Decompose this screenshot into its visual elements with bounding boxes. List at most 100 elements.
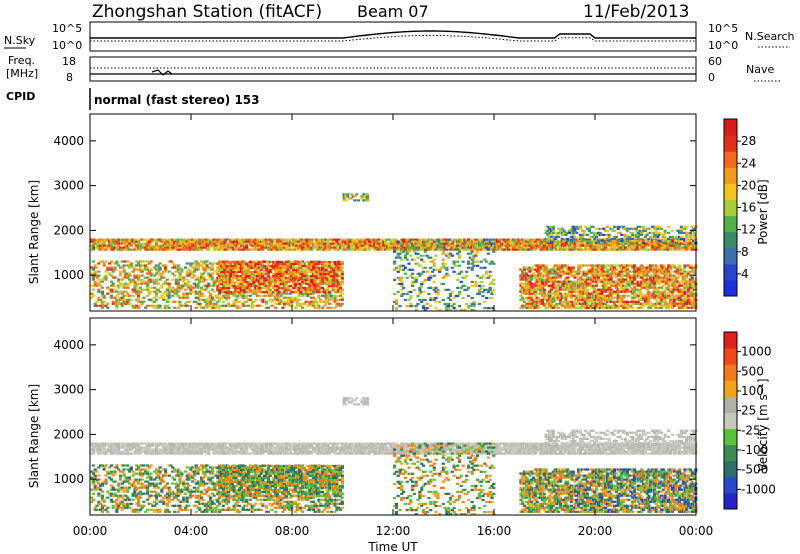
power-cell [283, 292, 287, 295]
power-cell [194, 242, 198, 245]
power-cell [591, 300, 595, 303]
power-cell [593, 240, 597, 243]
power-cell [102, 262, 106, 265]
power-cell [485, 244, 489, 247]
power-cell [270, 279, 274, 282]
power-cell [609, 300, 613, 303]
power-cell [185, 296, 189, 299]
power-cell [524, 278, 528, 281]
power-cell [248, 264, 252, 268]
power-cell [519, 238, 523, 241]
power-cell [573, 248, 577, 251]
power-cell [679, 242, 683, 245]
power-cell [337, 262, 341, 266]
power-cell [261, 248, 265, 251]
power-cell [661, 278, 665, 281]
power-cell [587, 246, 591, 249]
power-cell [302, 270, 306, 274]
power-cell [140, 270, 144, 273]
power-cell [257, 289, 261, 292]
power-cell [551, 304, 555, 307]
power-cell [595, 290, 599, 293]
power-cell [414, 248, 418, 251]
power-cell [246, 285, 251, 288]
power-cell [144, 306, 148, 309]
power-cell [127, 266, 132, 269]
power-cell [593, 288, 597, 291]
power-cell [237, 285, 242, 288]
power-cell [133, 280, 137, 283]
power-cell [290, 302, 294, 305]
power-cell [409, 248, 413, 251]
power-cell [277, 262, 281, 266]
power-cell [560, 242, 564, 245]
power-cell [131, 294, 135, 297]
power-cell [322, 264, 326, 268]
power-cell [319, 275, 323, 278]
power-cell [187, 240, 191, 243]
power-cell [393, 240, 397, 243]
power-cell [649, 306, 653, 309]
power-cell [659, 290, 664, 293]
power-cell [311, 266, 315, 270]
power-cell [286, 262, 290, 266]
power-cell [425, 244, 429, 247]
power-cell [227, 302, 231, 305]
power-cell [239, 240, 243, 243]
power-cell [580, 292, 584, 295]
noise-right-tick-top: 10^5 [708, 22, 738, 35]
power-cell [264, 279, 269, 282]
power-cell [277, 284, 281, 287]
power-cell [331, 242, 335, 245]
power-cell [351, 238, 355, 241]
power-cell [584, 244, 588, 247]
power-cell [212, 298, 216, 301]
power-cell [209, 262, 213, 265]
power-cell [340, 270, 344, 274]
power-cell [553, 292, 557, 295]
power-cell [530, 290, 534, 293]
power-cell [293, 248, 297, 251]
power-cell [331, 279, 335, 282]
power-cell [667, 270, 671, 273]
power-cell [255, 238, 260, 241]
power-cell [537, 288, 541, 291]
power-cell [176, 306, 180, 309]
power-cell [524, 274, 528, 277]
power-cell [542, 302, 546, 305]
power-cell [540, 300, 545, 303]
power-cell [551, 306, 555, 309]
power-cell [586, 294, 590, 297]
power-cell [239, 244, 243, 247]
power-cell [571, 248, 575, 251]
power-cell [313, 246, 317, 249]
power-cell [167, 248, 171, 251]
power-cell [268, 291, 272, 294]
power-cell [586, 276, 590, 279]
power-cell [337, 238, 341, 241]
power-cell [476, 244, 480, 247]
power-cell [586, 292, 590, 295]
power-cell [133, 274, 137, 277]
power-cell [573, 270, 577, 273]
power-cell [266, 277, 270, 280]
power-cell [165, 298, 169, 301]
power-cell [131, 306, 135, 309]
power-cell [234, 294, 238, 297]
power-cell [191, 286, 195, 289]
power-cell [156, 244, 160, 247]
power-cell [490, 248, 494, 251]
power-cell [250, 302, 254, 305]
power-cell [286, 298, 290, 301]
power-cell [337, 283, 341, 286]
power-cell [405, 240, 409, 243]
power-cell [393, 262, 397, 265]
power-cell [183, 284, 187, 287]
power-cell [360, 238, 364, 241]
power-cell [468, 244, 472, 247]
power-cell [140, 278, 144, 281]
power-cell [259, 260, 263, 264]
power-cell [167, 244, 171, 247]
power-cell [102, 304, 106, 307]
power-cell [171, 240, 175, 243]
